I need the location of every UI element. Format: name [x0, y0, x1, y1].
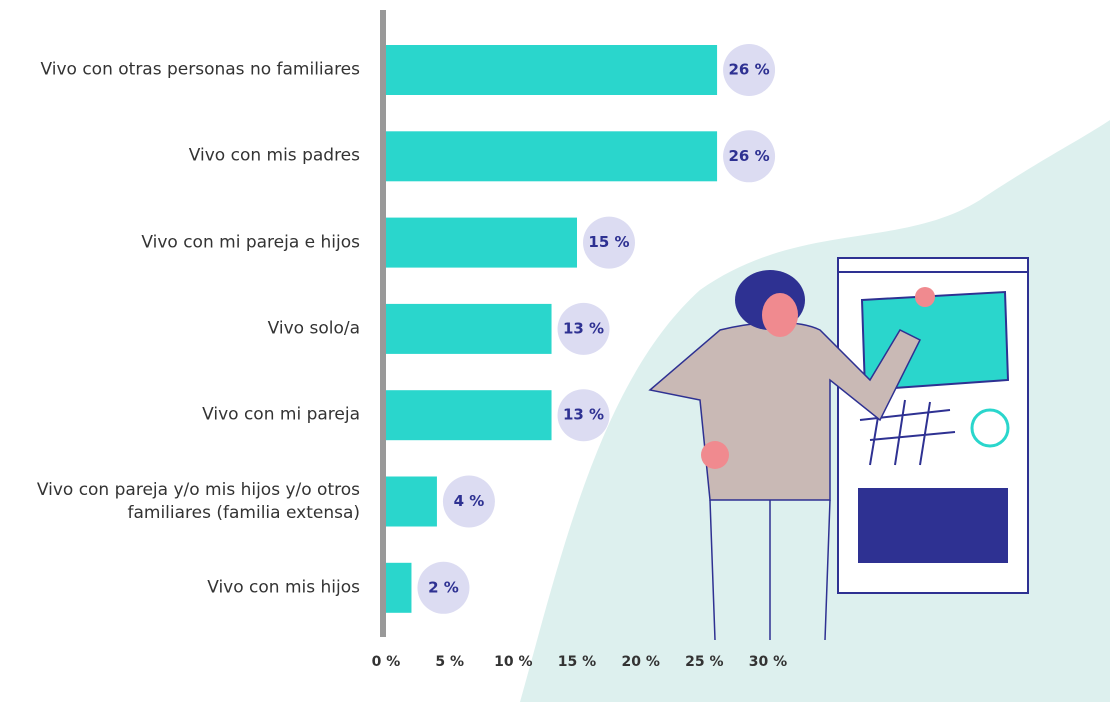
bar	[386, 476, 437, 527]
value-label-bg	[557, 389, 610, 442]
value-label: 15 %	[588, 233, 629, 251]
category-label: Vivo con otras personas no familiares	[40, 59, 360, 80]
bar	[386, 217, 577, 268]
illustration	[520, 120, 1110, 702]
value-label-bg	[442, 475, 495, 528]
x-tick-label: 10 %	[494, 654, 532, 670]
bar	[386, 45, 718, 95]
x-tick-label: 0 %	[372, 654, 401, 670]
value-label: 4 %	[454, 492, 485, 510]
category-label: Vivo con mis hijos	[207, 577, 360, 598]
value-label-bg	[557, 302, 610, 355]
x-tick-label: 5 %	[435, 654, 464, 670]
value-label-bg	[583, 216, 635, 269]
value-label: 26 %	[728, 61, 769, 79]
category-label: Vivo solo/a	[267, 318, 360, 339]
bar	[386, 131, 718, 182]
bar	[386, 562, 412, 613]
x-tick-label: 20 %	[621, 654, 659, 670]
category-label: Vivo con pareja y/o mis hijos y/o otros …	[36, 479, 360, 523]
category-label: Vivo con mi pareja	[202, 404, 360, 425]
value-label-bg	[723, 130, 776, 183]
category-label: Vivo con mis padres	[188, 145, 360, 166]
axis-line	[380, 10, 386, 637]
bar	[386, 390, 552, 441]
category-label: Vivo con mi pareja e hijos	[141, 232, 360, 253]
value-label: 2 %	[428, 578, 459, 596]
x-tick-label: 15 %	[558, 654, 596, 670]
value-label: 13 %	[563, 319, 604, 337]
x-tick-label: 30 %	[749, 654, 787, 670]
value-label-bg	[417, 561, 470, 614]
x-tick-label: 25 %	[685, 654, 723, 670]
value-label: 26 %	[728, 147, 769, 165]
value-label-bg	[723, 44, 776, 96]
bar	[386, 303, 552, 354]
value-label: 13 %	[563, 406, 604, 424]
